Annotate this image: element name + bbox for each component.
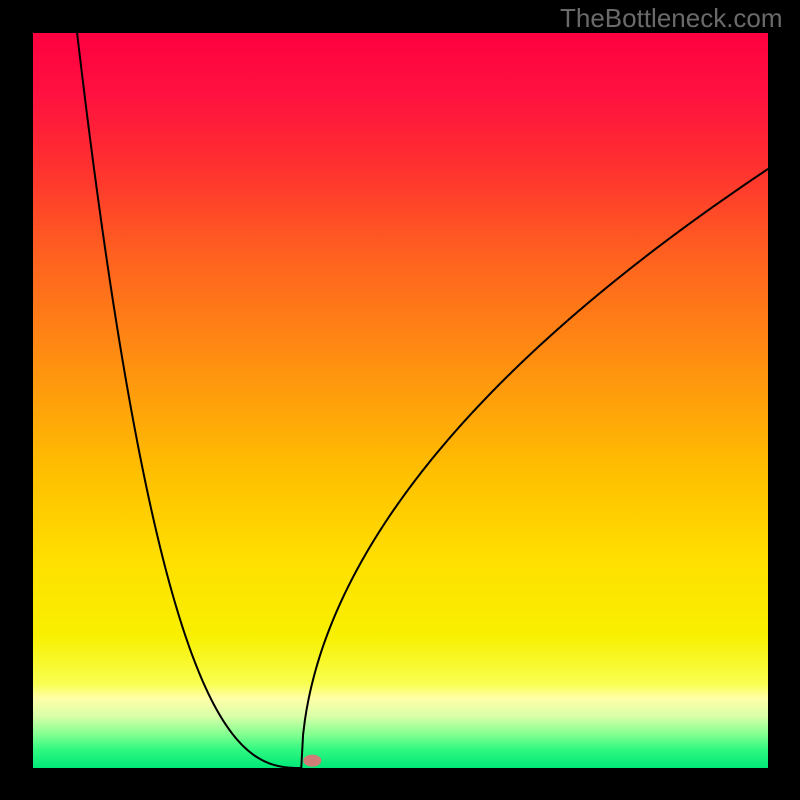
watermark-text: TheBottleneck.com (560, 3, 783, 34)
plot-area (33, 33, 768, 768)
gradient-background (33, 33, 768, 768)
bottleneck-chart (33, 33, 768, 768)
optimum-marker (303, 755, 321, 767)
